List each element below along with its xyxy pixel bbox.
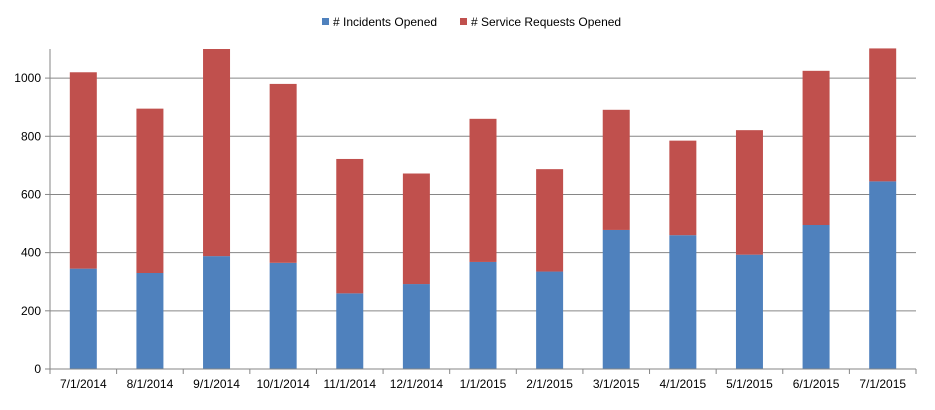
x-tick-label-12: 7/1/2015 <box>859 377 906 391</box>
x-tick-labels: 7/1/2014 8/1/2014 9/1/2014 10/1/2014 11/1/20… <box>60 377 906 391</box>
bar-series1-3-1-2015 <box>602 229 630 369</box>
x-tick-label-10: 5/1/2015 <box>726 377 773 391</box>
bar-series1-1-1-2015 <box>469 261 497 369</box>
x-tick-label-3: 10/1/2014 <box>256 377 310 391</box>
bar-series2-4-1-2015 <box>669 140 697 236</box>
bar-series2-5-1-2015 <box>735 130 763 255</box>
bar-series1-9-1-2014 <box>203 256 231 369</box>
legend-swatch-1 <box>322 18 329 25</box>
bar-series2-7-1-2015 <box>869 48 897 182</box>
bar-series1-8-1-2014 <box>136 273 164 369</box>
x-tick-label-11: 6/1/2015 <box>793 377 840 391</box>
x-tick-label-8: 3/1/2015 <box>593 377 640 391</box>
bar-series2-7-1-2014 <box>69 72 97 269</box>
x-tick-label-2: 9/1/2014 <box>193 377 240 391</box>
bar-series2-8-1-2014 <box>136 108 164 273</box>
x-tick-label-4: 11/1/2014 <box>324 377 377 391</box>
bar-series2-10-1-2014 <box>269 83 297 263</box>
bar-series2-11-1-2014 <box>336 158 364 294</box>
bar-series1-12-1-2014 <box>402 284 430 369</box>
axes <box>45 49 917 374</box>
bar-series1-7-1-2015 <box>869 181 897 369</box>
bar-series1-2-1-2015 <box>536 271 564 369</box>
bar-series2-9-1-2014 <box>203 49 231 257</box>
bar-series2-3-1-2015 <box>602 109 630 230</box>
bar-series2-1-1-2015 <box>469 118 497 262</box>
x-tick-label-6: 1/1/2015 <box>460 377 507 391</box>
x-tick-label-0: 7/1/2014 <box>60 377 107 391</box>
y-tick-label-3: 600 <box>21 187 41 201</box>
bar-series1-7-1-2014 <box>69 268 97 369</box>
y-tick-label-2: 400 <box>21 246 41 260</box>
legend: # Incidents Opened # Service Requests Ope… <box>322 15 621 29</box>
bar-series1-6-1-2015 <box>802 225 830 369</box>
bar-series1-11-1-2014 <box>336 293 364 369</box>
legend-label-1: # Incidents Opened <box>333 15 437 29</box>
bars <box>69 48 897 369</box>
y-tick-label-5: 1000 <box>14 71 41 85</box>
y-tick-labels: 0 200 400 600 800 1000 <box>14 71 41 376</box>
bar-series1-5-1-2015 <box>735 254 763 369</box>
x-tick-label-5: 12/1/2014 <box>390 377 444 391</box>
y-tick-label-4: 800 <box>21 129 41 143</box>
y-tick-label-1: 200 <box>21 304 41 318</box>
x-tick-label-9: 4/1/2015 <box>659 377 706 391</box>
bar-series1-10-1-2014 <box>269 262 297 369</box>
bar-series1-4-1-2015 <box>669 235 697 369</box>
legend-label-2: # Service Requests Opened <box>471 15 621 29</box>
y-tick-label-0: 0 <box>34 362 41 376</box>
bar-series2-2-1-2015 <box>536 169 564 272</box>
x-tick-label-1: 8/1/2014 <box>127 377 174 391</box>
legend-swatch-2 <box>460 18 467 25</box>
bar-series2-6-1-2015 <box>802 70 830 225</box>
x-tick-label-7: 2/1/2015 <box>526 377 573 391</box>
bar-series2-12-1-2014 <box>402 173 430 285</box>
